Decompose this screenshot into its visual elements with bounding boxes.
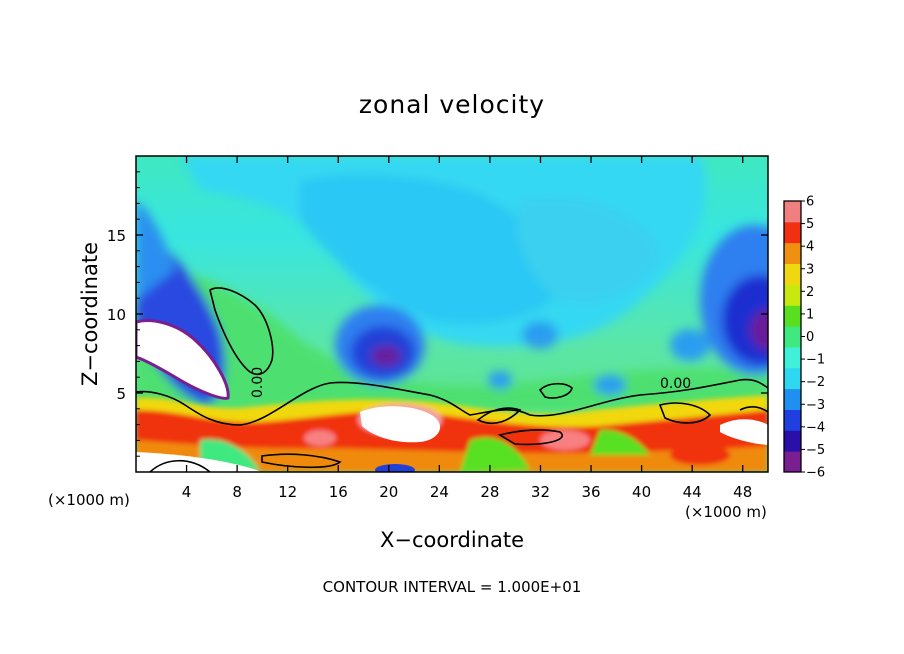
colorbar-segment <box>784 409 801 431</box>
colorbar-segment <box>784 201 801 223</box>
colorbar-segment <box>784 242 801 265</box>
colorbar-tick-label: 6 <box>806 195 814 210</box>
y-tick-label: 15 <box>107 227 126 245</box>
x-tick-label: 48 <box>733 483 752 501</box>
colorbar-tick-label: 3 <box>806 262 814 277</box>
colorbar-segment <box>784 367 801 390</box>
y-tick-label: 5 <box>116 385 126 403</box>
x-unit-left: (×1000 m) <box>48 491 130 509</box>
chart-title: zonal velocity <box>359 90 545 119</box>
colorbar-segment <box>784 284 801 306</box>
y-axis-ticks: 5 10 15 <box>107 171 768 457</box>
y-tick-label: 10 <box>107 306 126 324</box>
colorbar: 6 5 4 3 2 1 0 −1 −2 −3 −4 −5 −6 <box>783 195 825 481</box>
colorbar-segment <box>784 326 801 348</box>
colorbar-tick-label: −3 <box>806 398 825 413</box>
contour-label-zero-right: 0.00 <box>660 376 691 392</box>
contour-interval-note: CONTOUR INTERVAL = 1.000E+01 <box>323 578 582 596</box>
colorbar-segment <box>784 263 801 285</box>
heatmap-field: 0.00 0.00 <box>136 156 768 472</box>
x-unit-right: (×1000 m) <box>685 503 767 521</box>
colorbar-tick-label: 4 <box>806 240 814 255</box>
x-tick-label: 20 <box>379 483 398 501</box>
x-tick-label: 40 <box>632 483 651 501</box>
colorbar-tick-label: −6 <box>806 466 825 481</box>
colorbar-tick-label: −1 <box>806 353 825 368</box>
colorbar-tick-label: −5 <box>806 443 825 458</box>
colorbar-tick-label: −4 <box>806 420 825 435</box>
y-axis-label: Z−coordinate <box>78 242 102 386</box>
x-tick-label: 28 <box>480 483 499 501</box>
colorbar-segment <box>784 451 801 473</box>
x-tick-label: 8 <box>232 483 242 501</box>
x-axis-label: X−coordinate <box>380 528 524 552</box>
colorbar-segment <box>784 346 801 369</box>
x-tick-label: 32 <box>531 483 550 501</box>
colorbar-tick-label: 1 <box>806 307 814 322</box>
x-tick-label: 36 <box>581 483 600 501</box>
colorbar-tick-label: 0 <box>806 330 814 345</box>
x-tick-label: 16 <box>329 483 348 501</box>
colorbar-tick-label: 5 <box>806 217 814 232</box>
x-tick-label: 24 <box>430 483 449 501</box>
x-axis-ticks: 4 8 12 16 20 24 28 32 36 40 44 48 <box>182 156 752 501</box>
x-tick-label: 12 <box>278 483 297 501</box>
colorbar-tick-label: 2 <box>806 285 814 300</box>
colorbar-segment <box>784 221 801 244</box>
colorbar-segment <box>784 388 801 410</box>
colorbar-segment <box>784 305 801 327</box>
contour-label-zero-left: 0.00 <box>250 367 266 398</box>
x-tick-label: 4 <box>182 483 192 501</box>
colorbar-segment <box>784 430 801 452</box>
colorbar-tick-label: −2 <box>806 375 825 390</box>
x-tick-label: 44 <box>683 483 702 501</box>
